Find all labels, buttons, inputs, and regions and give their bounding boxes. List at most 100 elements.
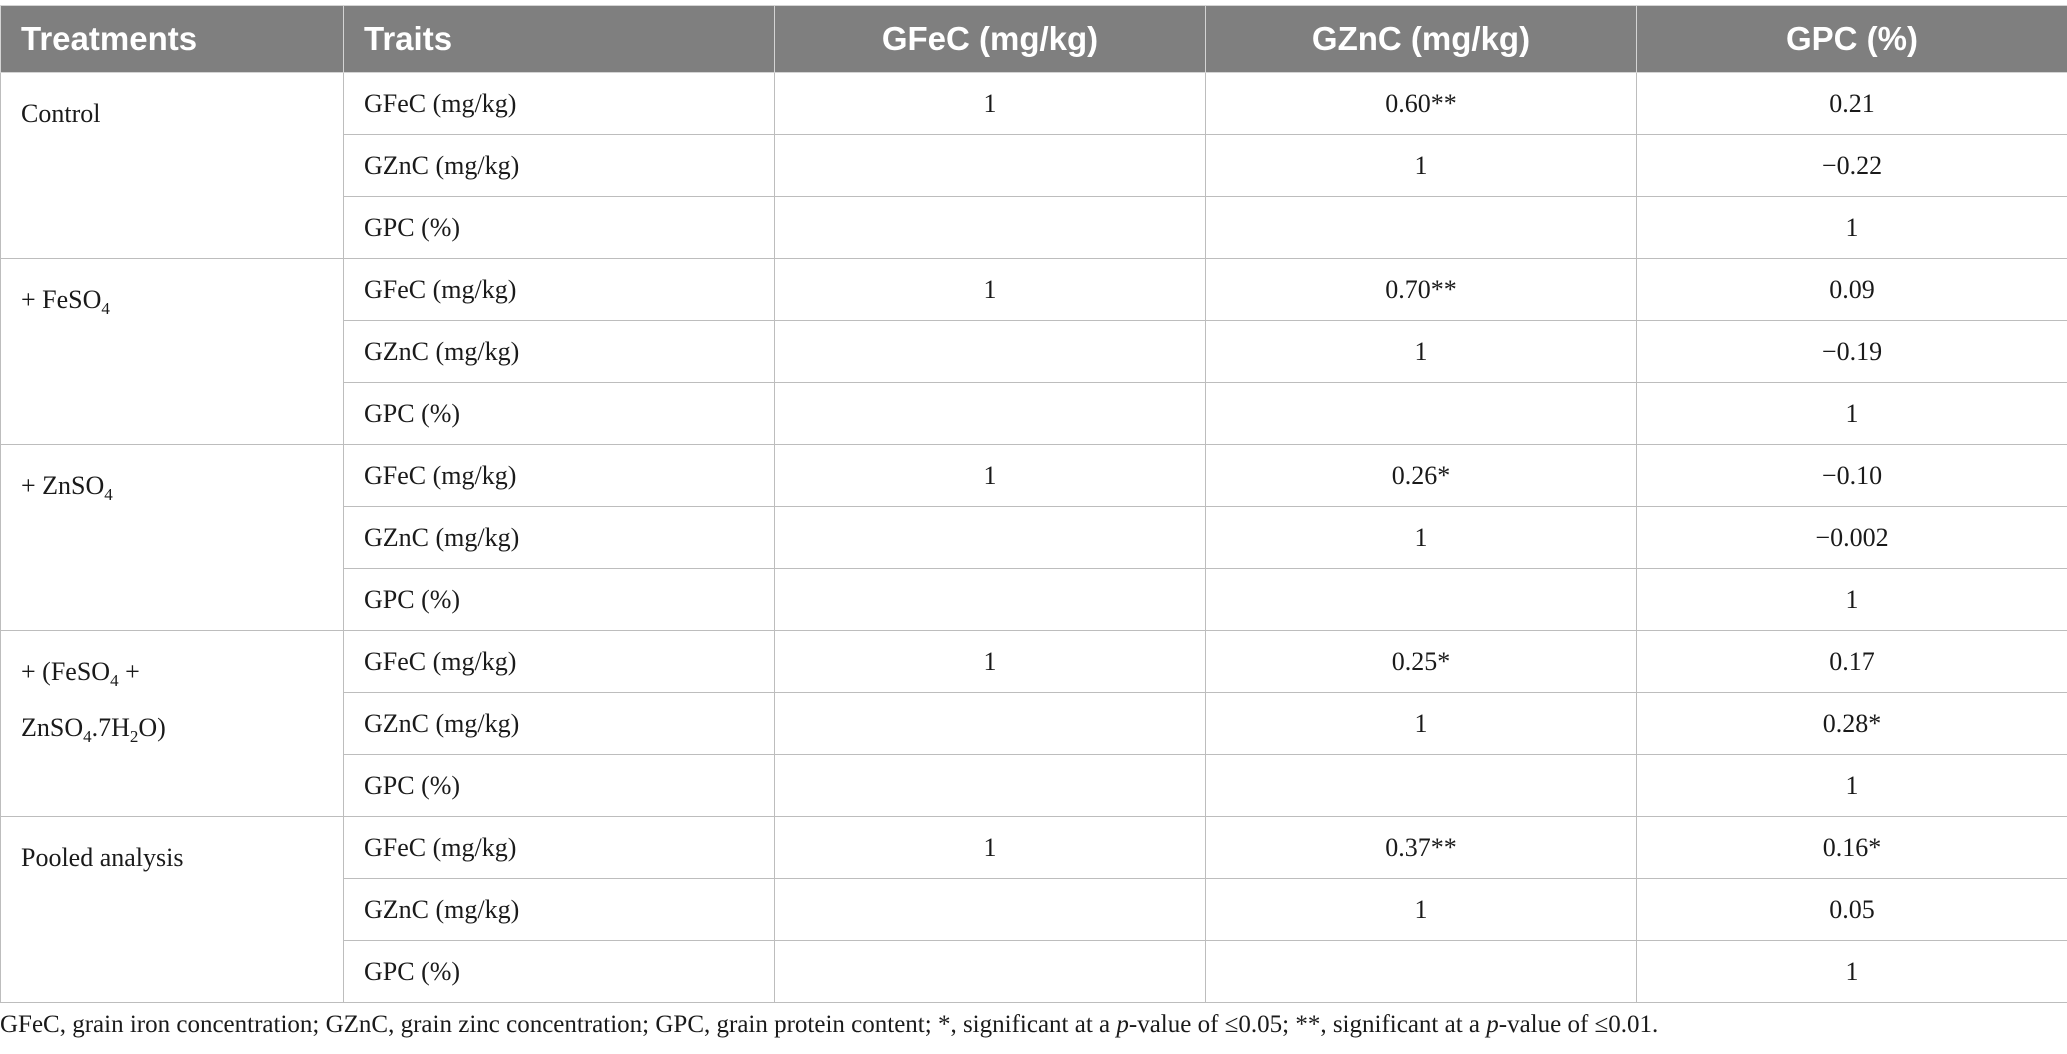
trait-cell: GPC (%)	[343, 382, 775, 445]
treatment-cell: Pooled analysis	[0, 816, 344, 1003]
gpc-value-cell: 0.21	[1636, 72, 2067, 135]
table-row: + ZnSO4 GFeC (mg/kg) 1 0.26* −0.10	[0, 444, 2067, 631]
gpc-value-cell: −0.10	[1636, 444, 2067, 507]
treatment-text: Control	[21, 99, 101, 128]
gpc-value-cell: −0.22	[1636, 134, 2067, 197]
treatment-subscript: 2	[129, 727, 139, 746]
table-row: + FeSO4 GFeC (mg/kg) 1 0.70** 0.09	[0, 258, 2067, 445]
table-row: GZnC (mg/kg) 1 0.05	[1, 878, 2067, 941]
footnote-p-italic-2: p	[1486, 1011, 1499, 1038]
gfec-value-cell: 1	[774, 816, 1206, 879]
treatment-text: Pooled analysis	[21, 843, 184, 872]
trait-cell: GFeC (mg/kg)	[343, 258, 775, 321]
footnote-p-italic-1: p	[1116, 1011, 1129, 1038]
gfec-value-cell	[774, 692, 1206, 755]
gpc-value-cell: 1	[1636, 196, 2067, 259]
trait-cell: GZnC (mg/kg)	[343, 134, 775, 197]
gfec-value-cell: 1	[774, 630, 1206, 693]
gpc-value-cell: −0.002	[1636, 506, 2067, 569]
gznc-value-cell: 0.60**	[1205, 72, 1637, 135]
gpc-value-cell: 1	[1636, 940, 2067, 1003]
gpc-value-cell: 0.09	[1636, 258, 2067, 321]
table-row: GZnC (mg/kg) 1 −0.19	[1, 320, 2067, 383]
treatment-text: + ZnSO	[21, 471, 105, 500]
gznc-value-cell: 0.25*	[1205, 630, 1637, 693]
gpc-value-cell: 1	[1636, 568, 2067, 631]
gznc-value-cell: 0.26*	[1205, 444, 1637, 507]
trait-cell: GPC (%)	[343, 568, 775, 631]
header-treatments: Treatments	[0, 5, 344, 73]
gpc-value-cell: 0.16*	[1636, 816, 2067, 879]
treatment-cell: + ZnSO4	[0, 444, 344, 631]
treatment-cell: Control	[0, 72, 344, 259]
gpc-value-cell: 0.28*	[1636, 692, 2067, 755]
trait-cell: GZnC (mg/kg)	[343, 506, 775, 569]
trait-cell: GZnC (mg/kg)	[343, 692, 775, 755]
gznc-value-cell: 1	[1205, 878, 1637, 941]
trait-cell: GFeC (mg/kg)	[343, 630, 775, 693]
header-gfec: GFeC (mg/kg)	[774, 5, 1206, 73]
treatment-text: + FeSO	[21, 285, 102, 314]
gznc-value-cell	[1205, 940, 1637, 1003]
treatment-subscript: 4	[83, 727, 92, 746]
header-traits: Traits	[343, 5, 775, 73]
table-row: Pooled analysis GFeC (mg/kg) 1 0.37** 0.16*	[0, 816, 2067, 1003]
table-row: GPC (%) 1	[1, 568, 2067, 631]
gznc-value-cell: 0.70**	[1205, 258, 1637, 321]
table-row: GPC (%) 1	[1, 196, 2067, 259]
treatment-cell: + FeSO4	[0, 258, 344, 445]
trait-cell: GPC (%)	[343, 940, 775, 1003]
table-header: Treatments Traits GFeC (mg/kg) GZnC (mg/…	[0, 5, 2067, 73]
footnote-text-1: GFeC, grain iron concentration; GZnC, gr…	[0, 1011, 1117, 1038]
gfec-value-cell	[774, 196, 1206, 259]
gpc-value-cell: 0.05	[1636, 878, 2067, 941]
table-row: GPC (%) 1	[1, 382, 2067, 445]
gfec-value-cell	[774, 754, 1206, 817]
gpc-value-cell: 1	[1636, 382, 2067, 445]
gznc-value-cell: 0.37**	[1205, 816, 1637, 879]
footnote-text-3: -value of ≤0.01.	[1498, 1011, 1659, 1038]
gfec-value-cell	[774, 506, 1206, 569]
table-row: GZnC (mg/kg) 1 0.28*	[1, 692, 2067, 755]
table-container: Treatments Traits GFeC (mg/kg) GZnC (mg/…	[0, 5, 2067, 1003]
table-body: Control GFeC (mg/kg) 1 0.60** 0.21 GZnC (mg/k…	[0, 72, 2067, 1003]
treatment-subscript: 4	[101, 299, 110, 318]
gfec-value-cell: 1	[774, 72, 1206, 135]
treatment-cell: + (FeSO4 + ZnSO4.7H2O)	[0, 630, 344, 817]
gfec-value-cell	[774, 940, 1206, 1003]
gpc-value-cell: 1	[1636, 754, 2067, 817]
header-gznc: GZnC (mg/kg)	[1205, 5, 1637, 73]
trait-cell: GFeC (mg/kg)	[343, 444, 775, 507]
gznc-value-cell: 1	[1205, 692, 1637, 755]
gpc-value-cell: −0.19	[1636, 320, 2067, 383]
trait-cell: GZnC (mg/kg)	[343, 320, 775, 383]
treatment-text: +	[118, 657, 140, 686]
treatment-text: + (FeSO	[21, 657, 111, 686]
treatment-subscript: 4	[110, 671, 119, 690]
gznc-value-cell	[1205, 382, 1637, 445]
correlation-table: Treatments Traits GFeC (mg/kg) GZnC (mg/…	[0, 5, 2067, 1003]
trait-cell: GFeC (mg/kg)	[343, 816, 775, 879]
gfec-value-cell	[774, 134, 1206, 197]
footnote-text-2: -value of ≤0.05; **, significant at a	[1128, 1011, 1487, 1038]
table-row: GPC (%) 1	[1, 754, 2067, 817]
gfec-value-cell: 1	[774, 258, 1206, 321]
treatment-text: .7H	[91, 713, 130, 742]
gznc-value-cell	[1205, 196, 1637, 259]
table-row: Control GFeC (mg/kg) 1 0.60** 0.21	[0, 72, 2067, 259]
gfec-value-cell	[774, 382, 1206, 445]
gznc-value-cell: 1	[1205, 320, 1637, 383]
gfec-value-cell: 1	[774, 444, 1206, 507]
gznc-value-cell: 1	[1205, 506, 1637, 569]
table-footnote: GFeC, grain iron concentration; GZnC, gr…	[0, 1011, 1658, 1039]
header-gpc: GPC (%)	[1636, 5, 2067, 73]
gfec-value-cell	[774, 320, 1206, 383]
gznc-value-cell	[1205, 754, 1637, 817]
trait-cell: GFeC (mg/kg)	[343, 72, 775, 135]
gznc-value-cell: 1	[1205, 134, 1637, 197]
trait-cell: GPC (%)	[343, 196, 775, 259]
gfec-value-cell	[774, 878, 1206, 941]
gznc-value-cell	[1205, 568, 1637, 631]
table-row: GPC (%) 1	[1, 940, 2067, 1003]
trait-cell: GPC (%)	[343, 754, 775, 817]
